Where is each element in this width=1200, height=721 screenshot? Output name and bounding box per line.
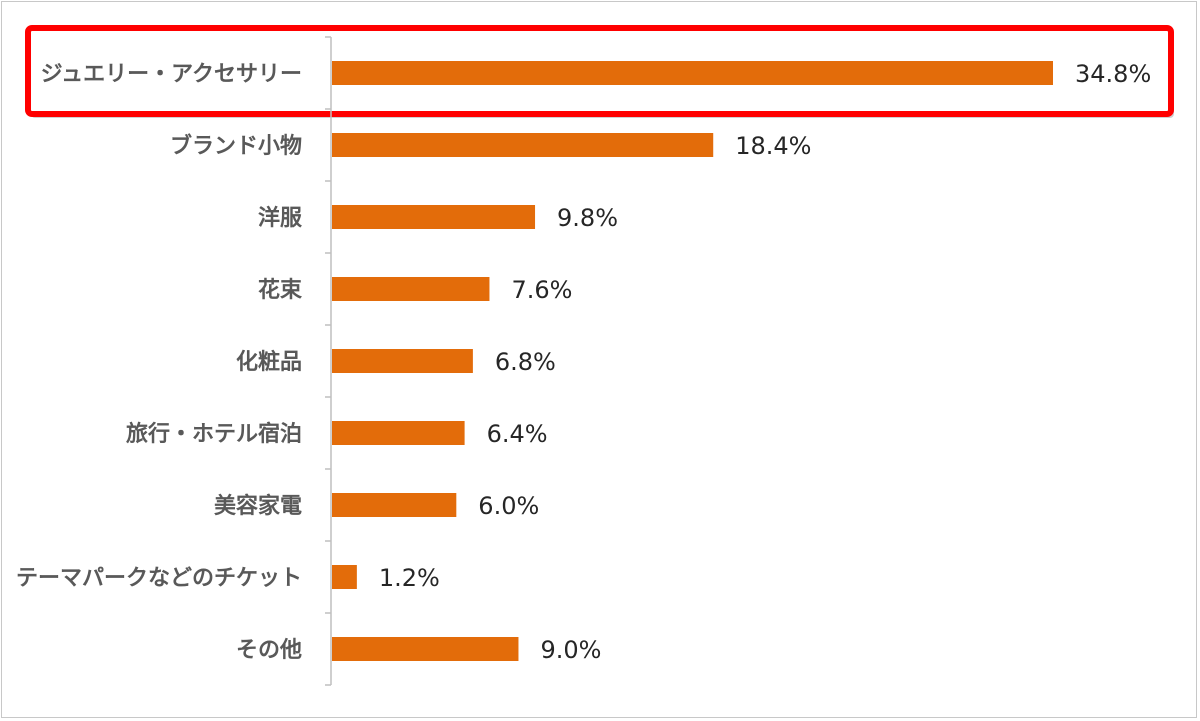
bar <box>332 277 490 301</box>
bar <box>332 565 357 589</box>
category-label: その他 <box>236 638 302 663</box>
bar <box>332 61 1053 85</box>
bar <box>332 493 457 517</box>
bar <box>332 421 465 445</box>
category-label: ジュエリー・アクセサリー <box>41 62 302 87</box>
category-label: 化粧品 <box>236 349 302 375</box>
category-label: 花束 <box>258 277 303 303</box>
category-label: 洋服 <box>258 205 303 231</box>
value-label: 34.8% <box>1075 60 1151 88</box>
category-label: 美容家電 <box>214 493 302 519</box>
category-label: ブランド小物 <box>170 133 302 159</box>
value-label: 6.4% <box>487 420 548 448</box>
value-label: 9.0% <box>540 636 601 664</box>
value-label: 6.8% <box>495 348 556 376</box>
category-label: 旅行・ホテル宿泊 <box>126 421 302 447</box>
category-label: テーマパークなどのチケット <box>16 566 302 591</box>
value-label: 18.4% <box>735 132 811 160</box>
value-label: 1.2% <box>379 564 440 592</box>
value-label: 9.8% <box>557 204 618 232</box>
value-label: 6.0% <box>478 492 539 520</box>
value-label: 7.6% <box>511 276 572 304</box>
bar <box>332 133 714 157</box>
bar <box>332 637 519 661</box>
bar <box>332 349 473 373</box>
bar <box>332 205 536 229</box>
